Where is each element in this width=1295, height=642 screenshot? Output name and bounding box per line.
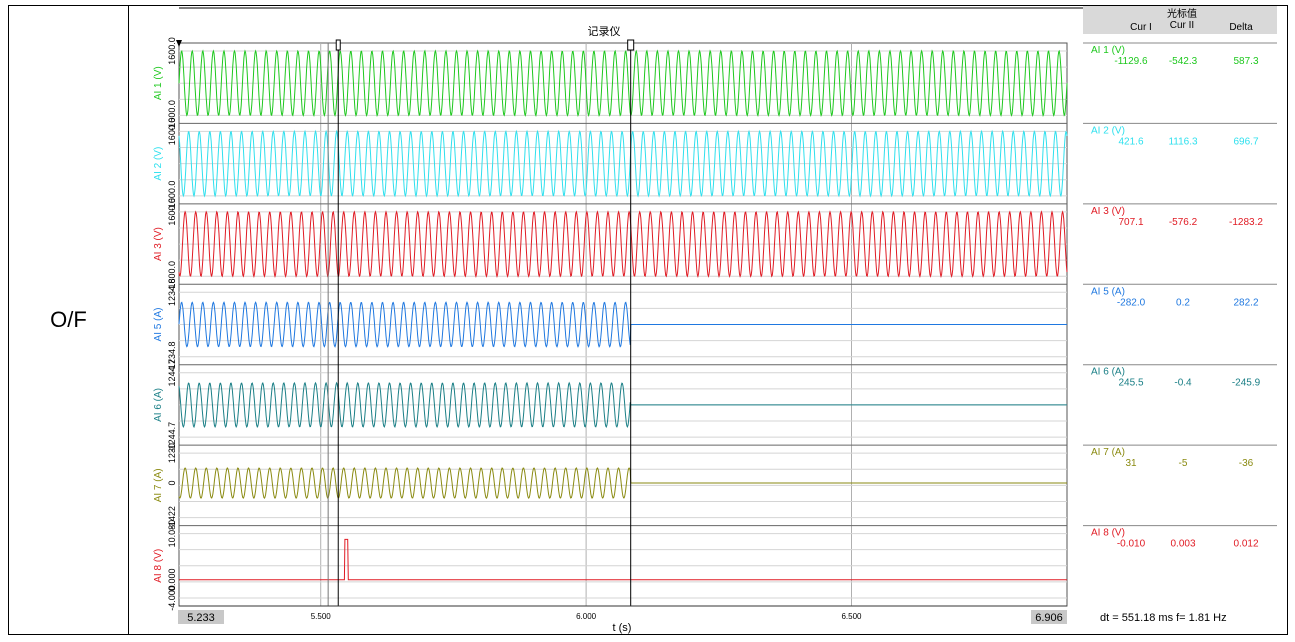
table-cur1-value: 245.5 <box>1118 378 1143 389</box>
cursor-table-title: 光标值 <box>1167 7 1197 20</box>
table-cur1-value: -1129.6 <box>1114 56 1148 67</box>
table-delta-value: 696.7 <box>1233 136 1258 147</box>
cursor-table-col-cur2: Cur II <box>1170 20 1194 31</box>
cursor-table-col-cur1: Cur I <box>1130 22 1152 33</box>
start-marker <box>176 40 182 47</box>
y-tick-label: -1234.8 <box>167 341 177 372</box>
table-channel-label: AI 7 (A) <box>1091 447 1125 458</box>
cursor-1-marker <box>335 39 341 51</box>
series-line <box>178 467 1067 500</box>
table-channel-label: AI 6 (A) <box>1091 367 1125 378</box>
table-channel-label: AI 2 (V) <box>1091 125 1125 136</box>
series-line <box>178 129 1068 198</box>
cursor-table: 光标值 Cur I Cur II Delta <box>1083 6 1277 34</box>
y-tick-label: 1244.7 <box>167 359 177 387</box>
table-delta-value: 587.3 <box>1233 56 1258 67</box>
channel-name: AI 7 (A) <box>153 468 164 502</box>
table-cur2-value: -542.3 <box>1169 56 1198 67</box>
series-line <box>179 538 1067 581</box>
table-cur1-value: 421.6 <box>1118 136 1143 147</box>
table-cur1-value: 31 <box>1125 458 1137 469</box>
chart-title: 记录仪 <box>588 25 621 38</box>
table-cur2-value: -5 <box>1179 458 1188 469</box>
table-delta-value: -245.9 <box>1232 378 1261 389</box>
column-divider <box>128 6 129 634</box>
cursor-table-col-delta: Delta <box>1229 22 1253 33</box>
table-delta-value: 282.2 <box>1233 297 1258 308</box>
x-end-label-box: 6.906 <box>1031 610 1067 624</box>
page-frame: O/F 5.500 6.000 6.500 1600.0 -1600.0 AI 1 (V)… <box>8 5 1288 635</box>
y-tick-label: -1600.0 <box>167 181 177 212</box>
table-cur1-value: -282.0 <box>1117 297 1146 308</box>
table-channel-label: AI 8 (V) <box>1091 528 1125 539</box>
series-line <box>178 301 1067 348</box>
table-cur2-value: -576.2 <box>1169 217 1198 228</box>
table-channel-label: AI 5 (A) <box>1091 286 1125 297</box>
y-tick-label: -4.000 <box>167 585 177 611</box>
table-cur2-value: 0.003 <box>1170 539 1195 550</box>
channel-name: AI 6 (A) <box>153 388 164 422</box>
y-tick-label: 10.080 <box>167 520 177 548</box>
x-start-label: 5.233 <box>187 612 215 624</box>
y-tick-label: 1234.8 <box>167 279 177 307</box>
table-delta-value: -36 <box>1239 458 1254 469</box>
y-tick-label: -1600.0 <box>167 100 177 131</box>
series-line <box>178 49 1068 118</box>
table-channel-label: AI 3 (V) <box>1091 206 1125 217</box>
channel-name: AI 8 (V) <box>153 549 164 583</box>
y-tick-label: -1600.0 <box>167 261 177 292</box>
table-channel-label: AI 1 (V) <box>1091 45 1125 56</box>
channel-name: AI 2 (V) <box>153 147 164 181</box>
table-cur2-value: 1116.3 <box>1168 136 1198 147</box>
channel-name: AI 1 (V) <box>153 66 164 100</box>
cursor-table-header-bg <box>1083 6 1277 34</box>
y-tick-label: 0.000 <box>167 568 177 591</box>
table-cur1-value: -0.010 <box>1117 539 1146 550</box>
x-tick-label: 6.500 <box>841 612 862 621</box>
y-tick-label: 1230 <box>167 443 177 463</box>
y-tick-label: 0 <box>167 481 177 486</box>
table-delta-value: 0.012 <box>1233 539 1258 550</box>
table-cur1-value: 707.1 <box>1118 217 1143 228</box>
row-label: O/F <box>50 307 87 332</box>
table-delta-value: -1283.2 <box>1229 217 1263 228</box>
x-end-label: 6.906 <box>1035 612 1063 624</box>
y-tick-label: -1244.7 <box>167 422 177 453</box>
dt-frequency-readout: dt = 551.18 ms f= 1.81 Hz <box>1100 612 1227 624</box>
series-line <box>178 381 1067 429</box>
cursor-2-marker <box>627 39 635 51</box>
y-tick-label: 1600.0 <box>167 37 177 65</box>
channel-name: AI 3 (V) <box>153 227 164 261</box>
x-tick-label: 6.000 <box>576 612 597 621</box>
table-cur2-value: -0.4 <box>1174 378 1192 389</box>
table-cur2-value: 0.2 <box>1176 297 1190 308</box>
y-tick-label: -1422 <box>167 506 177 529</box>
y-tick-label: 1600.0 <box>167 198 177 226</box>
y-tick-label: 1600.0 <box>167 118 177 146</box>
channel-name: AI 5 (A) <box>153 308 164 342</box>
x-axis-label: t (s) <box>613 622 632 634</box>
x-tick-label: 5.500 <box>311 612 332 621</box>
series-line <box>178 210 1068 279</box>
x-start-label-box: 5.233 <box>178 610 224 624</box>
